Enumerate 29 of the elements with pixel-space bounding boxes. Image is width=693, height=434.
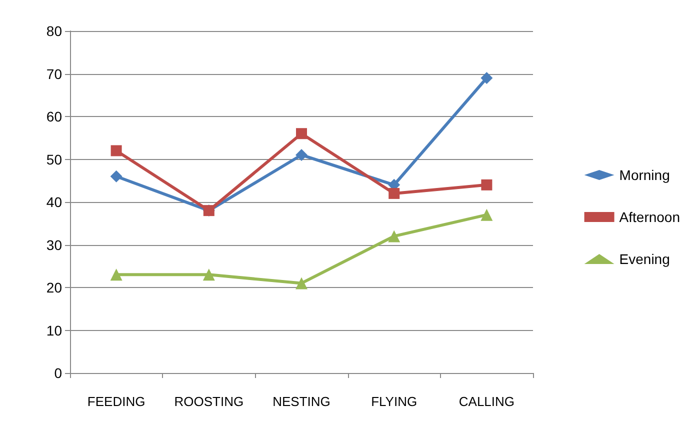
- y-tick-label: 20: [46, 280, 62, 296]
- y-tick-label: 80: [46, 23, 62, 39]
- point: [296, 277, 308, 290]
- x-tick-label: FLYING: [371, 394, 418, 409]
- point: [296, 148, 308, 161]
- y-tick-label: 30: [46, 236, 62, 253]
- y-tick-label: 10: [46, 322, 62, 338]
- y-tick-label: 50: [46, 151, 62, 168]
- y-tick-label: 0: [54, 365, 62, 381]
- point: [388, 188, 400, 199]
- point: [388, 230, 400, 242]
- point: [202, 268, 215, 281]
- y-tick-label: 60: [46, 108, 62, 124]
- point: [110, 268, 122, 281]
- x-tick-label: FEEDING: [87, 394, 146, 409]
- point: [480, 208, 493, 221]
- point: [296, 128, 307, 140]
- x-tick-label: CALLING: [458, 394, 515, 409]
- x-tick-label: NESTING: [272, 394, 330, 409]
- legend-label: Afternoon: [619, 209, 680, 225]
- point: [110, 145, 122, 156]
- y-tick-label: 70: [46, 66, 62, 82]
- point: [110, 170, 122, 182]
- legend-label: Evening: [619, 251, 670, 267]
- point: [480, 72, 493, 84]
- point: [481, 179, 492, 190]
- y-tick-label: 40: [46, 194, 62, 210]
- x-tick-label: ROOSTING: [174, 394, 244, 409]
- legend-label: Morning: [619, 167, 670, 183]
